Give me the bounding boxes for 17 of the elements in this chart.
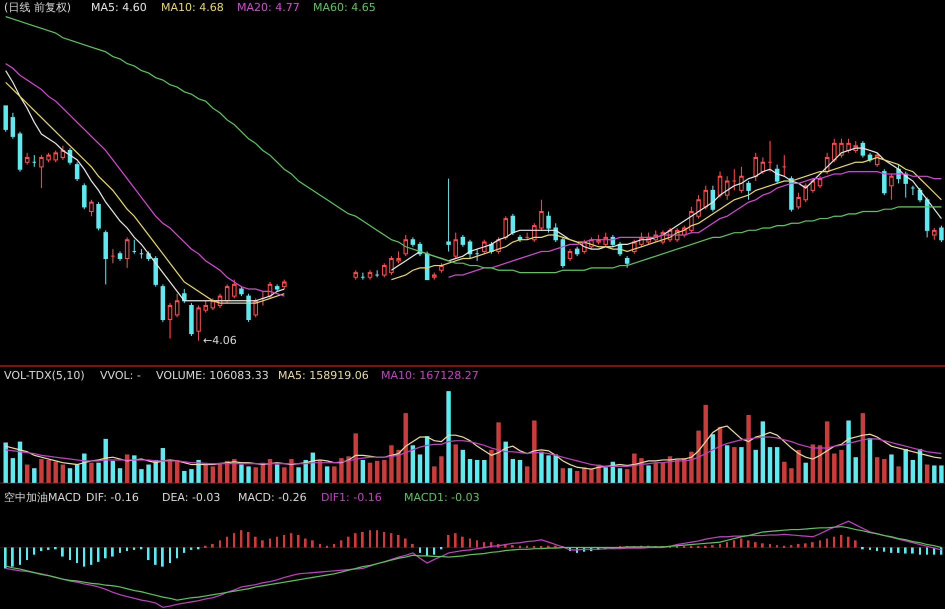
text: MA20: 4.77 xyxy=(237,1,300,14)
chart-title: VOL-TDX(5,10) xyxy=(4,369,85,382)
text: MACD: -0.26 xyxy=(238,491,307,504)
text: MA10: 4.68 xyxy=(161,1,224,14)
text: MA5: 158919.06 xyxy=(278,369,369,382)
chart-title: (日线 前复权) xyxy=(4,1,72,14)
text: DEA: -0.03 xyxy=(162,491,220,504)
annotation: ←4.06 xyxy=(203,334,237,347)
chart-title: 空中加油MACD xyxy=(4,491,81,504)
text: MA5: 4.60 xyxy=(91,1,147,14)
text: VVOL: - xyxy=(100,369,141,382)
text: MA60: 4.65 xyxy=(313,1,376,14)
text: DIF1: -0.16 xyxy=(321,491,382,504)
text: MA10: 167128.27 xyxy=(381,369,479,382)
text: VOLUME: 106083.33 xyxy=(156,369,269,382)
text: DIF: -0.16 xyxy=(86,491,139,504)
text: MACD1: -0.03 xyxy=(404,491,480,504)
